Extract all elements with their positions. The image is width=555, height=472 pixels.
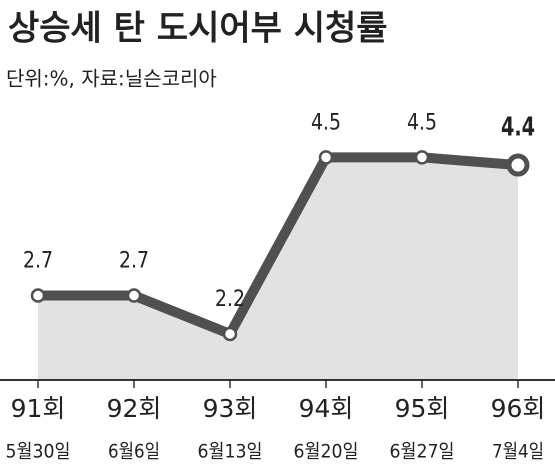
chart-title: 상승세 탄 도시어부 시청률 xyxy=(8,9,388,49)
x-tick-label: 92회 xyxy=(107,394,162,423)
x-tick-label: 96회 xyxy=(491,394,546,423)
chart-subtitle: 단위:%, 자료:닐슨코리아 xyxy=(6,67,217,91)
value-label: 4.5 xyxy=(311,110,341,135)
value-label: 4.5 xyxy=(407,110,437,135)
point xyxy=(506,153,530,177)
x-tick-sublabel: 6월13일 xyxy=(198,441,263,463)
point xyxy=(414,150,430,165)
point xyxy=(126,288,142,303)
x-tick-label: 93회 xyxy=(203,394,258,423)
x-tick-sublabel: 6월20일 xyxy=(294,441,359,463)
x-tick-label: 94회 xyxy=(299,394,354,423)
x-tick-sublabel: 6월6일 xyxy=(108,441,160,463)
line xyxy=(38,152,519,339)
x-tick-label: 91회 xyxy=(11,394,66,423)
point xyxy=(222,326,238,342)
value-label: 2.2 xyxy=(215,287,245,312)
point xyxy=(318,150,334,165)
x-tick-label: 95회 xyxy=(395,394,450,423)
x-tick-sublabel: 6월27일 xyxy=(390,441,455,463)
value-label: 2.7 xyxy=(23,249,53,274)
value-label: 4.4 xyxy=(501,113,535,143)
point xyxy=(30,288,46,303)
x-tick-sublabel: 7월4일 xyxy=(492,441,544,463)
x-tick-sublabel: 5월30일 xyxy=(6,441,71,463)
value-label: 2.7 xyxy=(119,249,149,274)
area xyxy=(38,157,518,380)
